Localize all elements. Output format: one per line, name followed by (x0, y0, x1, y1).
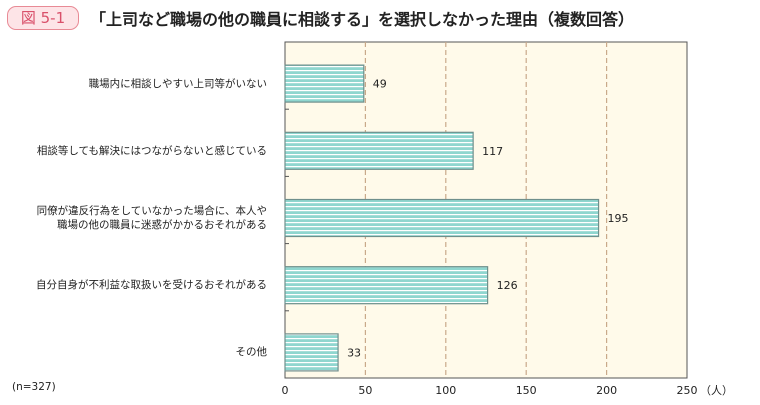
data-label: 195 (608, 212, 629, 225)
x-tick-label: 250 (677, 384, 698, 397)
data-label: 33 (347, 346, 361, 359)
category-label-line: 同僚が違反行為をしていなかった場合に、本人や (36, 205, 267, 217)
bar (284, 64, 365, 103)
category-label: その他 (236, 345, 268, 359)
category-label-line: その他 (235, 346, 268, 359)
x-tick-label: 150 (516, 384, 537, 397)
category-label: 職場内に相談しやすい上司等がいない (89, 77, 267, 91)
x-tick-label: 0 (282, 384, 289, 397)
data-label: 126 (497, 279, 518, 292)
chart-title: 「上司など職場の他の職員に相談する」を選択しなかった理由（複数回答） (90, 10, 635, 29)
category-label: 同僚が違反行為をしていなかった場合に、本人や職場の他の職員に迷惑がかかるおそれが… (37, 204, 267, 232)
category-label-line: 自分自身が不利益な取扱いを受けるおそれがある (36, 279, 267, 292)
category-label-line: 相談等しても解決にはつながらないと感じている (36, 144, 267, 157)
category-label: 自分自身が不利益な取扱いを受けるおそれがある (36, 278, 267, 292)
x-tick-label: 50 (358, 384, 372, 397)
data-label: 117 (482, 145, 503, 158)
category-label-line: 職場の他の職員に迷惑がかかるおそれがある (57, 219, 267, 231)
data-label: 49 (373, 78, 387, 91)
bar (284, 266, 489, 305)
category-label: 相談等しても解決にはつながらないと感じている (37, 144, 267, 158)
x-tick-label: 100 (435, 384, 456, 397)
bar (284, 131, 474, 170)
bar (284, 333, 339, 372)
figure-label: 図 5-1 (7, 6, 79, 30)
bar (284, 198, 600, 238)
x-tick-label: 200 (596, 384, 617, 397)
category-label-line: 職場内に相談しやすい上司等がいない (88, 77, 267, 90)
sample-size-note: (n=327) (12, 381, 56, 393)
x-axis-unit: （人） (700, 384, 733, 397)
